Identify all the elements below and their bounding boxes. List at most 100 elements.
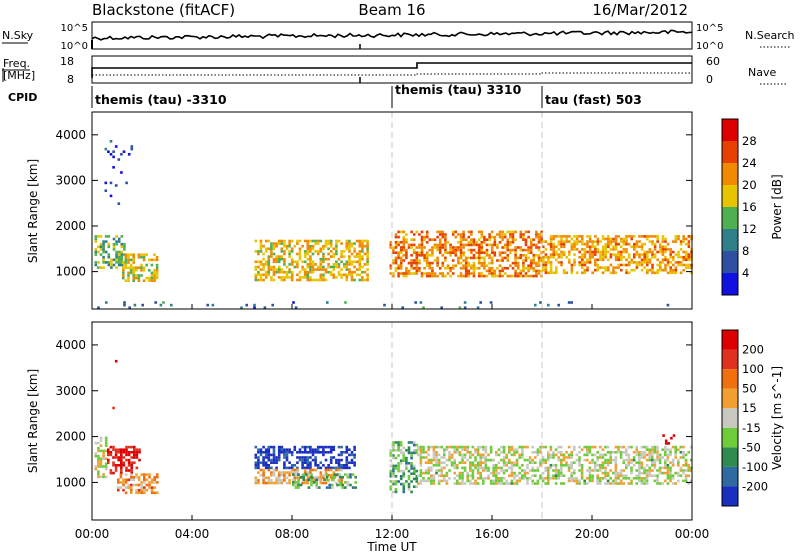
echo-cell	[107, 451, 110, 454]
echo-cell	[591, 461, 594, 464]
echo-cell	[267, 458, 271, 462]
echo-cell	[449, 243, 452, 247]
echo-cell	[544, 240, 548, 243]
echo-cell	[415, 251, 419, 254]
echo-cell	[127, 486, 130, 489]
echo-cell	[524, 274, 528, 278]
echo-cell	[630, 445, 633, 449]
echo-cell	[578, 255, 581, 259]
echo-cell	[350, 263, 354, 266]
echo-cell	[254, 456, 258, 459]
echo-cell	[469, 451, 472, 454]
echo-cell	[405, 267, 408, 270]
echo-cell	[614, 471, 618, 475]
echo-cell	[444, 251, 447, 254]
echo-cell	[482, 482, 485, 485]
echo-cell	[570, 451, 573, 454]
echo-cell	[547, 271, 550, 275]
echo-cell	[445, 445, 449, 449]
echo-cell	[153, 276, 156, 280]
echo-cell	[549, 240, 553, 243]
echo-cell	[319, 479, 323, 482]
echo-cell	[661, 248, 665, 251]
colorbar-swatch	[722, 349, 738, 370]
echo-cell	[459, 246, 463, 249]
echo-cell	[552, 255, 555, 259]
echo-cell	[596, 482, 599, 485]
frequency-panel: Freq. [MHz] 18 8 60 0 Nave	[2, 55, 788, 86]
echo-cell	[288, 471, 291, 474]
echo-cell	[503, 272, 507, 275]
echo-cell	[433, 243, 437, 247]
echo-cell	[109, 471, 113, 475]
echo-cell	[340, 268, 343, 271]
echo-cell	[288, 481, 291, 485]
echo-cell	[419, 453, 423, 457]
echo-cell	[502, 461, 506, 464]
echo-cell	[306, 471, 310, 474]
echo-cell	[277, 453, 281, 457]
echo-cell	[267, 456, 271, 459]
echo-cell	[497, 448, 501, 451]
echo-cell	[480, 230, 484, 234]
echo-cell	[601, 235, 605, 238]
echo-cell	[596, 242, 600, 246]
echo-cell	[651, 474, 654, 477]
echo-cell	[358, 252, 362, 256]
echo-cell	[405, 272, 408, 275]
echo-cell	[496, 259, 499, 262]
echo-cell	[314, 458, 317, 462]
echo-cell	[143, 486, 146, 489]
echo-cell	[677, 261, 680, 264]
echo-cell	[609, 242, 613, 246]
echo-cell	[470, 248, 473, 252]
echo-cell	[104, 467, 108, 471]
echo-cell	[594, 245, 597, 249]
echo-cell	[275, 255, 278, 258]
echo-cell	[549, 248, 553, 251]
echo-cell	[534, 451, 537, 454]
echo-cell	[638, 261, 641, 264]
echo-cell	[342, 263, 346, 266]
echo-cell	[461, 477, 464, 480]
echo-cell	[432, 479, 436, 483]
echo-cell	[560, 474, 563, 477]
echo-cell	[552, 253, 555, 256]
colorbar-tick-label: -100	[742, 460, 768, 474]
echo-cell	[307, 473, 311, 476]
echo-cell	[609, 248, 613, 251]
echo-cell	[627, 261, 631, 264]
echo-cell	[350, 260, 354, 264]
echo-cell	[500, 445, 503, 449]
echo-cell	[643, 242, 646, 246]
echo-cell	[122, 448, 126, 451]
echo-cell	[130, 464, 133, 467]
echo-cell	[480, 264, 484, 267]
echo-cell	[542, 263, 545, 267]
echo-cell	[383, 303, 386, 307]
echo-cell	[283, 471, 286, 474]
echo-cell	[685, 237, 688, 241]
echo-cell	[441, 235, 445, 239]
echo-cell	[599, 466, 602, 470]
echo-cell	[120, 469, 123, 472]
echo-cell	[640, 245, 644, 249]
echo-cell	[552, 453, 555, 457]
echo-cell	[437, 453, 441, 457]
echo-cell	[493, 238, 497, 241]
echo-cell	[407, 449, 411, 452]
echo-cell	[102, 457, 105, 460]
echo-cell	[344, 486, 347, 489]
noise-right-top: 10^5	[696, 23, 723, 34]
echo-cell	[588, 255, 592, 259]
echo-cell	[565, 456, 568, 459]
echo-cell	[420, 243, 424, 247]
echo-cell	[303, 458, 307, 462]
echo-cell	[109, 451, 113, 454]
echo-cell	[306, 464, 310, 467]
echo-cell	[117, 158, 121, 161]
echo-cell	[394, 261, 398, 265]
echo-cell	[412, 248, 416, 252]
echo-cell	[306, 242, 310, 245]
echo-cell	[521, 456, 524, 459]
